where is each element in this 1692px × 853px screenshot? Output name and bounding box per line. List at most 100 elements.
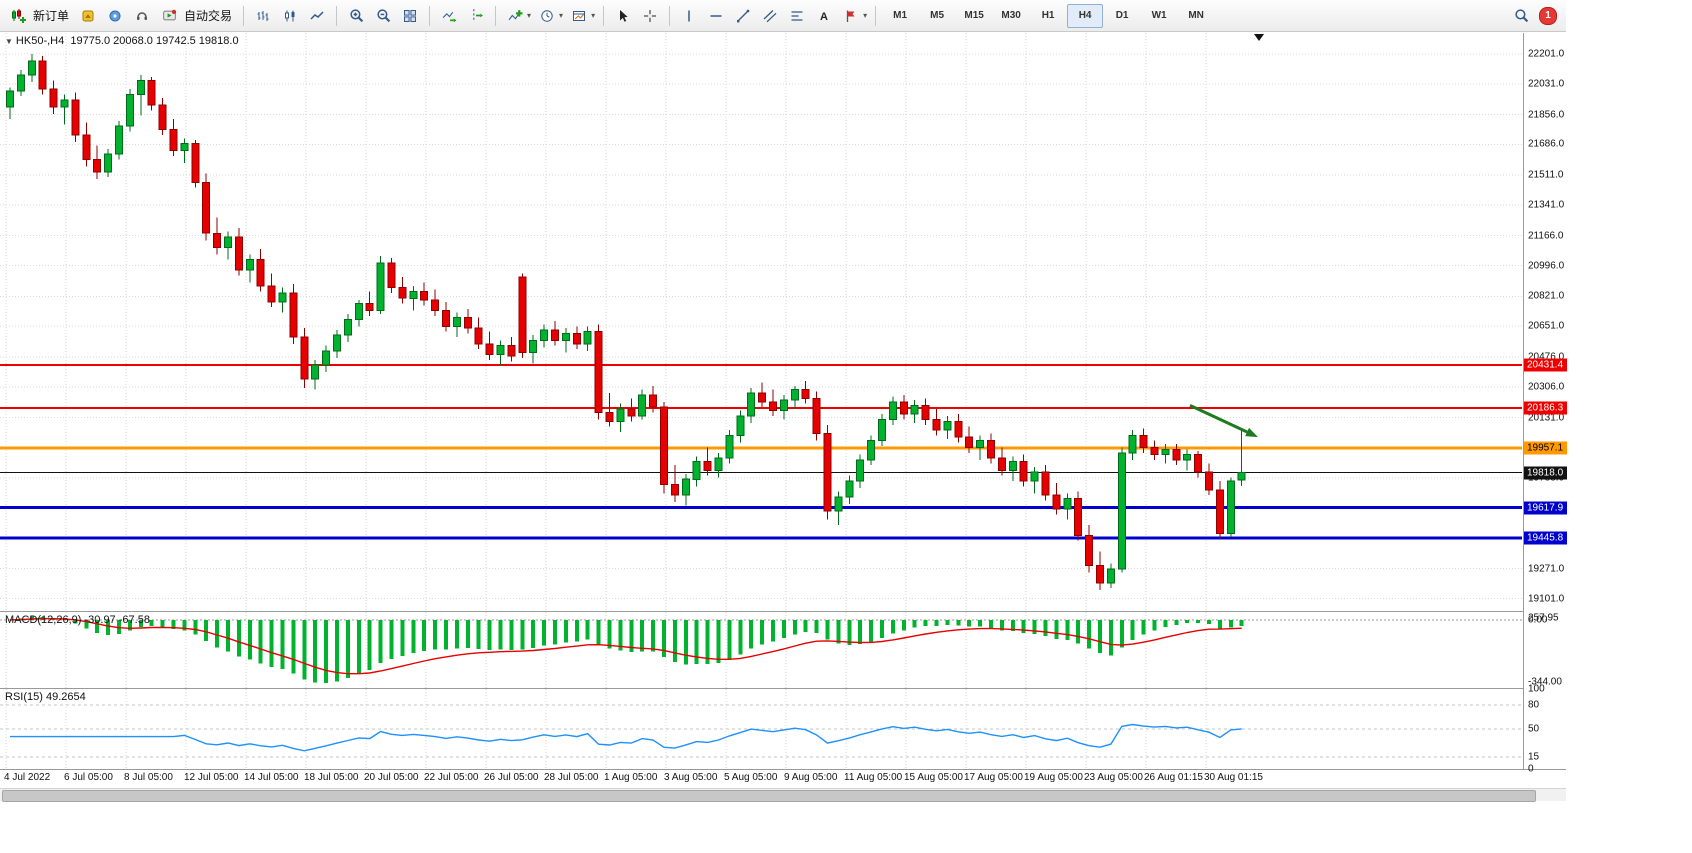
rsi-axis-label: 100: [1528, 683, 1545, 695]
periods-caret[interactable]: ▾: [559, 11, 564, 20]
time-axis-label: 12 Jul 05:00: [184, 772, 239, 783]
fibonacci-tool[interactable]: [784, 3, 810, 29]
chart-shift-button[interactable]: [463, 3, 489, 29]
panel-separator[interactable]: [0, 688, 1566, 689]
toolbar-separator: [429, 5, 431, 26]
price-line-tag: 19617.9: [1524, 501, 1567, 515]
price-axis-label: 19101.0: [1528, 593, 1565, 605]
price-axis[interactable]: 22201.0 22031.0 21856.0 21686.0 21511.0 21341…: [1523, 33, 1567, 775]
scrollbar-thumb[interactable]: [2, 790, 1536, 802]
macd-axis-label: 0.00: [1528, 614, 1548, 626]
algo-trading-button[interactable]: 自动交易: [184, 9, 233, 23]
trendline-tool[interactable]: [730, 3, 756, 29]
vertical-line-tool[interactable]: [676, 3, 702, 29]
price-axis-label: 22201.0: [1528, 48, 1565, 60]
zoom-out-button[interactable]: [370, 3, 396, 29]
timeframe-h1[interactable]: H1: [1041, 10, 1055, 21]
svg-text:A: A: [820, 11, 828, 23]
shapes-caret[interactable]: ▾: [863, 11, 868, 20]
zoom-in-button[interactable]: [343, 3, 369, 29]
horizontal-line-tool[interactable]: [703, 3, 729, 29]
panel-separator[interactable]: [0, 611, 1566, 612]
support-headset-icon[interactable]: [129, 3, 155, 29]
timeframe-w1[interactable]: W1: [1151, 10, 1167, 21]
new-order-icon[interactable]: [5, 3, 31, 29]
toolbar-separator: [669, 5, 671, 26]
price-axis-label: 19271.0: [1528, 563, 1565, 575]
time-axis-label: 9 Aug 05:00: [784, 772, 838, 783]
time-axis-label: 19 Aug 05:00: [1024, 772, 1083, 783]
timeframe-m1[interactable]: M1: [893, 10, 908, 21]
horizontal-scrollbar[interactable]: [0, 788, 1566, 802]
price-line-tag: 20431.4: [1524, 358, 1567, 372]
rsi-axis-label: 50: [1528, 723, 1540, 735]
price-chart-panel[interactable]: ▼ HK50-,H4 19775.0 20068.0 19742.5 19818.…: [0, 33, 1522, 611]
time-axis-label: 4 Jul 2022: [4, 772, 51, 783]
time-axis-label: 15 Aug 05:00: [904, 772, 963, 783]
time-axis-label: 26 Aug 01:15: [1144, 772, 1203, 783]
templates-button[interactable]: [566, 3, 592, 29]
time-axis-label: 3 Aug 05:00: [664, 772, 718, 783]
timeframe-mn[interactable]: MN: [1188, 10, 1204, 21]
notification-badge[interactable]: 1: [1539, 6, 1557, 25]
rsi-axis-label: 80: [1528, 699, 1540, 711]
price-line-tag: 19957.1: [1524, 441, 1567, 455]
timeframe-h4[interactable]: H4: [1067, 3, 1104, 28]
bar-chart-button[interactable]: [250, 3, 276, 29]
candlestick-chart-button[interactable]: [277, 3, 303, 29]
algo-trading-icon[interactable]: [156, 3, 182, 29]
timeframe-m30[interactable]: M30: [1001, 10, 1021, 21]
indicators-caret[interactable]: ▾: [527, 11, 532, 20]
new-order-button[interactable]: 新订单: [33, 9, 70, 23]
rsi-plot[interactable]: [0, 689, 1522, 769]
chart-ohlc: 19775.0 20068.0 19742.5 19818.0: [70, 35, 239, 47]
bid-price-tag: 19818.0: [1524, 466, 1567, 480]
collapse-icon[interactable]: ▼: [5, 37, 13, 46]
line-chart-button[interactable]: [304, 3, 330, 29]
rsi-label: RSI(15) 49.2654: [5, 691, 86, 703]
signals-icon[interactable]: [102, 3, 128, 29]
auto-scroll-button[interactable]: [436, 3, 462, 29]
time-axis-label: 11 Aug 05:00: [844, 772, 903, 783]
macd-value-1: -30.97: [84, 614, 116, 626]
search-icon[interactable]: [1508, 3, 1534, 29]
timeframe-m15[interactable]: M15: [964, 10, 984, 21]
price-axis-label: 21166.0: [1528, 230, 1564, 242]
text-tool[interactable]: A: [811, 3, 837, 29]
time-axis-label: 14 Jul 05:00: [244, 772, 299, 783]
price-axis-label: 20996.0: [1528, 260, 1565, 272]
time-axis-label: 17 Aug 05:00: [964, 772, 1023, 783]
timeframe-m5[interactable]: M5: [930, 10, 945, 21]
indicators-button[interactable]: [502, 3, 528, 29]
price-axis-label: 21686.0: [1528, 138, 1565, 150]
label-flag-tool[interactable]: [838, 3, 864, 29]
tile-windows-button[interactable]: [397, 3, 423, 29]
periods-clock-button[interactable]: [534, 3, 560, 29]
time-axis-label: 18 Jul 05:00: [304, 772, 359, 783]
timeframe-buttons: M1 M5 M15 M30 H1 H4 D1 W1 MN: [882, 3, 1214, 28]
price-axis-label: 21856.0: [1528, 109, 1565, 121]
price-axis-label: 20651.0: [1528, 320, 1565, 332]
timeframe-d1[interactable]: D1: [1115, 10, 1129, 21]
time-axis-label: 30 Aug 01:15: [1204, 772, 1263, 783]
macd-value-2: -67.58: [118, 614, 150, 626]
channel-tool[interactable]: [757, 3, 783, 29]
candlestick-plot[interactable]: [0, 33, 1522, 611]
toolbar: 新订单 自动交易: [0, 0, 1566, 32]
time-axis[interactable]: 4 Jul 2022 6 Jul 05:00 8 Jul 05:00 12 Jul 0…: [0, 770, 1522, 787]
chart-shift-marker[interactable]: [1254, 34, 1264, 41]
macd-plot[interactable]: [0, 612, 1522, 688]
templates-caret[interactable]: ▾: [591, 11, 596, 20]
price-line-tag: 19445.8: [1524, 531, 1567, 545]
rsi-panel[interactable]: RSI(15) 49.2654: [0, 689, 1522, 769]
price-line-tag: 20186.3: [1524, 401, 1567, 415]
time-axis-label: 22 Jul 05:00: [424, 772, 479, 783]
price-axis-label: 20476.0: [1528, 351, 1565, 363]
market-icon[interactable]: [75, 3, 101, 29]
cursor-button[interactable]: [610, 3, 636, 29]
rsi-value: 49.2654: [45, 691, 86, 703]
macd-panel[interactable]: MACD(12,26,9) -30.97 -67.58: [0, 612, 1522, 688]
price-axis-label: 20131.0: [1528, 412, 1565, 424]
time-axis-label: 6 Jul 05:00: [64, 772, 113, 783]
crosshair-button[interactable]: [637, 3, 663, 29]
